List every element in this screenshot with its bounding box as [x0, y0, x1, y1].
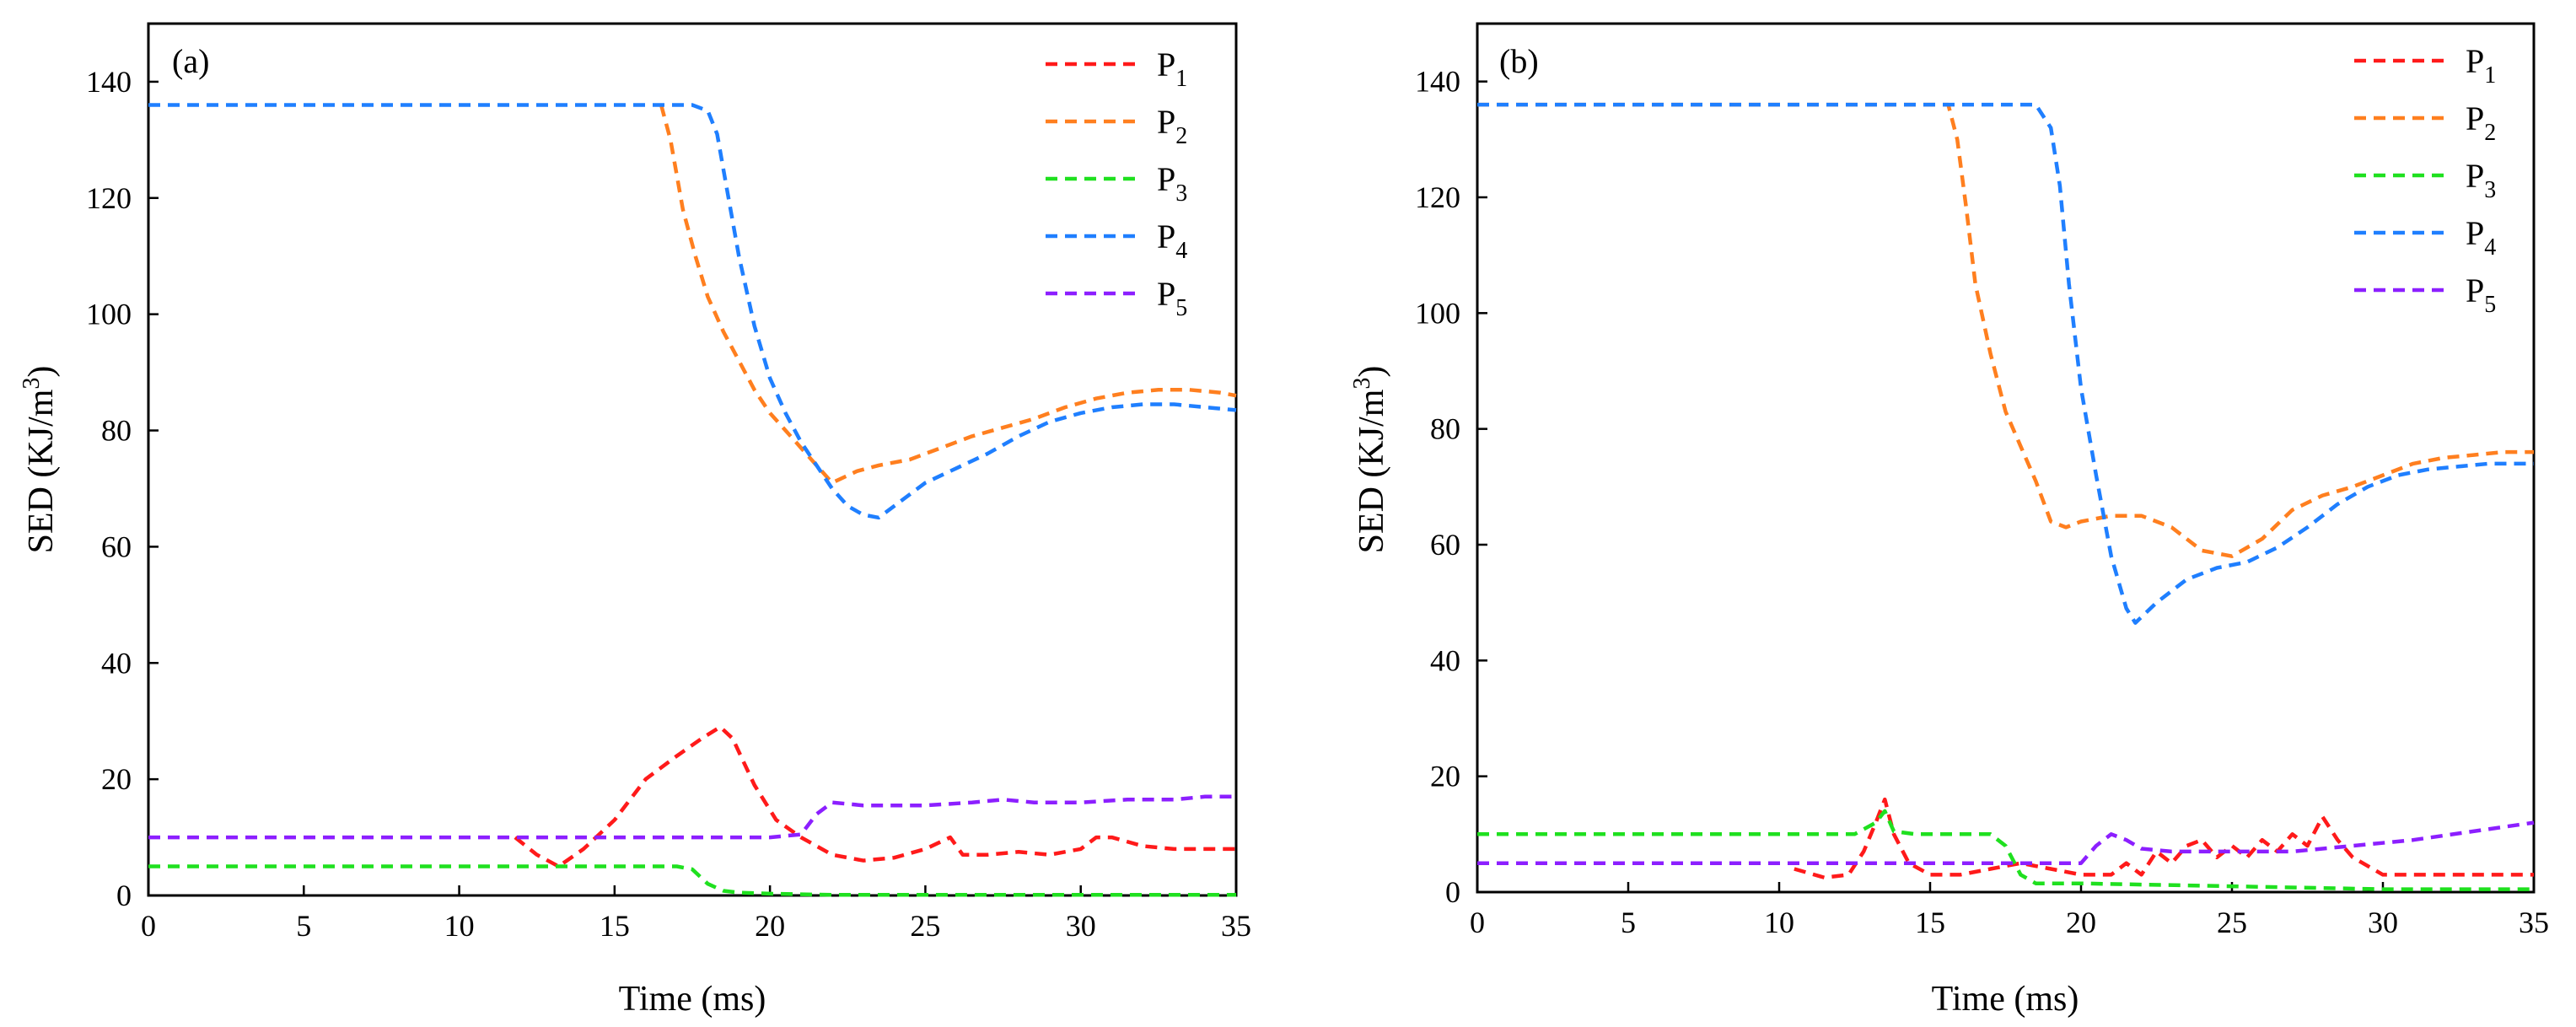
x-tick-label: 35: [1221, 909, 1251, 943]
x-tick-label: 25: [2217, 906, 2247, 939]
series-line-p2: [1477, 102, 2534, 558]
legend-label-p5: P5: [2466, 272, 2496, 318]
series-lines: [1477, 102, 2535, 891]
series-line-p4: [1477, 102, 2534, 625]
legend-label-p5: P5: [1157, 275, 1187, 321]
legend-label-p2: P2: [2466, 99, 2496, 146]
x-tick-label: 15: [1915, 906, 1945, 939]
x-tick-label: 0: [141, 909, 156, 943]
legend-label-p2: P2: [1157, 103, 1187, 149]
legend-label-p3: P3: [2466, 157, 2496, 203]
series-lines: [148, 103, 1237, 897]
y-tick-label: 120: [86, 181, 132, 215]
legend: P1 P2 P3 P4 P5: [1046, 46, 1187, 321]
x-tick-label: 5: [1621, 906, 1636, 939]
y-axis-label-close: ): [1353, 366, 1391, 378]
x-axis: 0 5 10 15 20 25 30 35: [1470, 882, 2549, 939]
legend-label-p1: P1: [1157, 46, 1187, 92]
x-tick-label: 15: [600, 909, 630, 943]
series-line-p4: [148, 103, 1237, 520]
y-tick-label: 60: [1430, 528, 1460, 562]
panel-label: (b): [1499, 42, 1539, 80]
y-tick-label: 20: [101, 762, 132, 796]
legend-label-p1: P1: [2466, 42, 2496, 89]
y-tick-label: 100: [1415, 296, 1460, 330]
y-axis-label-close: ): [22, 366, 61, 378]
series-line-p2: [659, 104, 1237, 485]
y-axis: 0 20 40 60 80 100 120 140: [86, 65, 159, 912]
y-axis-label-superscript: 3: [19, 378, 45, 390]
x-axis: 0 5 10 15 20 25 30 35: [141, 885, 1251, 943]
y-tick-label: 80: [101, 414, 132, 448]
x-tick-label: 20: [755, 909, 785, 943]
x-tick-label: 30: [1066, 909, 1096, 943]
series-line-p5: [148, 794, 1236, 840]
chart-panel-b: 0 5 10 15 20 25 30 35 0 20 40 60 80 100 120 140 (b) P1…: [1349, 22, 2549, 1019]
y-axis: 0 20 40 60 80 100 120 140: [1415, 65, 1487, 909]
y-tick-label: 120: [1415, 180, 1460, 214]
y-tick-label: 0: [1445, 875, 1460, 909]
legend: P1 P2 P3 P4 P5: [2354, 42, 2496, 318]
x-tick-label: 20: [2066, 906, 2096, 939]
y-tick-label: 20: [1430, 760, 1460, 793]
y-axis-label: SED (KJ/m3): [19, 366, 61, 554]
series-line-p1: [514, 724, 1236, 868]
y-tick-label: 40: [1430, 643, 1460, 677]
y-axis-label-text: SED (KJ/m: [22, 389, 61, 553]
x-axis-label: Time (ms): [619, 980, 766, 1019]
series-line-p3: [1477, 809, 2534, 891]
series-line-p5: [1477, 820, 2535, 865]
legend-label-p4: P4: [2466, 214, 2496, 261]
x-axis-label: Time (ms): [1932, 980, 2079, 1019]
x-tick-label: 25: [910, 909, 940, 943]
x-tick-label: 30: [2368, 906, 2398, 939]
y-axis-label: SED (KJ/m3): [1349, 366, 1391, 554]
x-tick-label: 10: [444, 909, 475, 943]
legend-label-p3: P3: [1157, 160, 1187, 207]
y-tick-label: 60: [101, 530, 132, 563]
x-tick-label: 35: [2519, 906, 2549, 939]
y-tick-label: 140: [86, 65, 132, 99]
y-tick-label: 80: [1430, 412, 1460, 446]
y-tick-label: 140: [1415, 65, 1460, 99]
series-line-p3: [148, 864, 1236, 897]
legend-label-p4: P4: [1157, 218, 1187, 264]
y-axis-label-text: SED (KJ/m: [1353, 389, 1391, 553]
y-axis-label-superscript: 3: [1349, 378, 1375, 390]
y-tick-label: 100: [86, 298, 132, 331]
panel-label: (a): [172, 42, 209, 80]
plot-frame: [1476, 22, 2536, 894]
chart-panel-a: 0 5 10 15 20 25 30 35 0 20 40 60 80 100 120 140 (a) P1…: [19, 22, 1251, 1019]
x-tick-label: 5: [296, 909, 311, 943]
x-tick-label: 0: [1470, 906, 1485, 939]
y-tick-label: 40: [101, 646, 132, 680]
y-tick-label: 0: [116, 879, 132, 912]
x-tick-label: 10: [1764, 906, 1794, 939]
plot-frame: [147, 22, 1238, 897]
